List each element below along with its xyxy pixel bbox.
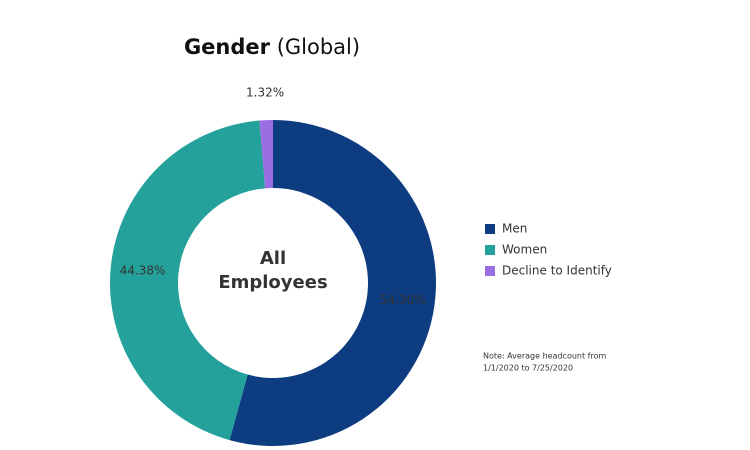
center-label: All <box>260 248 286 269</box>
legend-swatch <box>485 266 495 276</box>
donut-slice <box>110 120 266 441</box>
data-label: 54.30% <box>380 293 426 307</box>
title-qualifier: (Global) <box>277 35 360 59</box>
chart-title: Gender (Global) <box>184 35 360 59</box>
donut-slice <box>229 120 437 446</box>
title-main: Gender <box>184 35 271 59</box>
legend-swatch <box>485 245 495 255</box>
note: Note: Average headcount from <box>483 352 606 361</box>
note: 1/1/2020 to 7/25/2020 <box>483 364 573 373</box>
legend-label: Decline to Identify <box>502 264 612 278</box>
data-label: 44.38% <box>120 263 166 277</box>
legend-label: Women <box>502 243 547 257</box>
donut-slice <box>259 120 273 189</box>
legend-label: Men <box>502 222 527 236</box>
data-label: 1.32% <box>246 86 284 100</box>
center-label: Employees <box>218 272 327 293</box>
legend-swatch <box>485 224 495 234</box>
